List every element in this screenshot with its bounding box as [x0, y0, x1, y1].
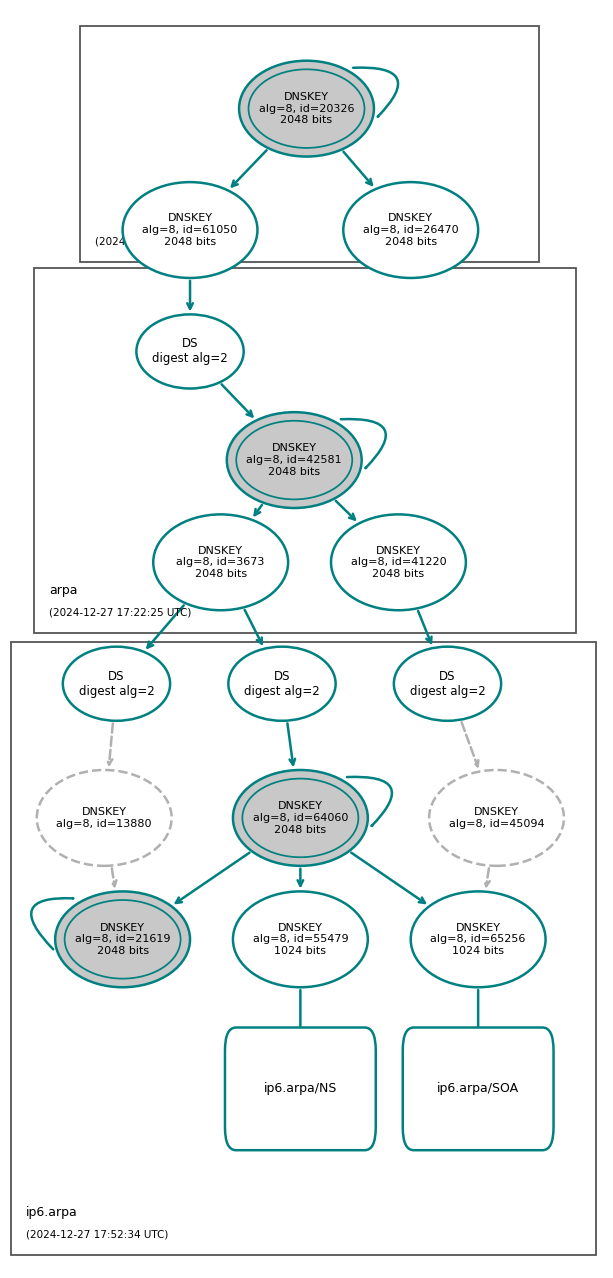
- Text: DNSKEY
alg=8, id=61050
2048 bits: DNSKEY alg=8, id=61050 2048 bits: [142, 213, 238, 247]
- Ellipse shape: [55, 892, 190, 988]
- Text: DNSKEY
alg=8, id=55479
1024 bits: DNSKEY alg=8, id=55479 1024 bits: [253, 923, 348, 956]
- Text: DNSKEY
alg=8, id=45094: DNSKEY alg=8, id=45094: [449, 808, 544, 828]
- Text: (2024-12-27 17:22:25 UTC): (2024-12-27 17:22:25 UTC): [49, 607, 191, 617]
- Ellipse shape: [123, 183, 257, 279]
- Ellipse shape: [228, 647, 336, 721]
- Ellipse shape: [343, 183, 478, 279]
- Text: (2024-12-27 16:10:41 UTC): (2024-12-27 16:10:41 UTC): [95, 236, 237, 247]
- Text: DNSKEY
alg=8, id=26470
2048 bits: DNSKEY alg=8, id=26470 2048 bits: [363, 213, 459, 247]
- Text: DS
digest alg=2: DS digest alg=2: [244, 670, 320, 698]
- Text: DNSKEY
alg=8, id=41220
2048 bits: DNSKEY alg=8, id=41220 2048 bits: [351, 546, 446, 579]
- Text: DNSKEY
alg=8, id=20326
2048 bits: DNSKEY alg=8, id=20326 2048 bits: [259, 92, 354, 125]
- Text: arpa: arpa: [49, 584, 77, 597]
- FancyArrowPatch shape: [341, 419, 386, 468]
- Text: DNSKEY
alg=8, id=65256
1024 bits: DNSKEY alg=8, id=65256 1024 bits: [430, 923, 526, 956]
- Ellipse shape: [239, 61, 374, 157]
- Ellipse shape: [429, 769, 564, 866]
- Ellipse shape: [394, 647, 501, 721]
- Text: DNSKEY
alg=8, id=13880: DNSKEY alg=8, id=13880: [56, 808, 152, 828]
- Ellipse shape: [233, 769, 368, 866]
- Text: DNSKEY
alg=8, id=21619
2048 bits: DNSKEY alg=8, id=21619 2048 bits: [75, 923, 170, 956]
- FancyArrowPatch shape: [31, 898, 73, 950]
- Text: ip6.arpa/NS: ip6.arpa/NS: [264, 1082, 337, 1095]
- Ellipse shape: [63, 647, 170, 721]
- Text: DS
digest alg=2: DS digest alg=2: [409, 670, 485, 698]
- Ellipse shape: [233, 892, 368, 988]
- Text: (2024-12-27 17:52:34 UTC): (2024-12-27 17:52:34 UTC): [26, 1229, 169, 1240]
- FancyArrowPatch shape: [353, 68, 398, 116]
- Text: DNSKEY
alg=8, id=3673
2048 bits: DNSKEY alg=8, id=3673 2048 bits: [177, 546, 265, 579]
- Ellipse shape: [136, 314, 243, 389]
- Ellipse shape: [331, 515, 466, 611]
- Text: DS
digest alg=2: DS digest alg=2: [78, 670, 154, 698]
- Ellipse shape: [153, 515, 288, 611]
- Ellipse shape: [37, 769, 172, 866]
- Ellipse shape: [411, 892, 546, 988]
- FancyArrowPatch shape: [347, 777, 392, 826]
- Text: DNSKEY
alg=8, id=64060
2048 bits: DNSKEY alg=8, id=64060 2048 bits: [253, 801, 348, 835]
- Ellipse shape: [227, 413, 362, 509]
- FancyBboxPatch shape: [225, 1028, 376, 1150]
- Text: ip6.arpa: ip6.arpa: [26, 1206, 78, 1219]
- Text: ip6.arpa/SOA: ip6.arpa/SOA: [437, 1082, 519, 1095]
- FancyBboxPatch shape: [403, 1028, 554, 1150]
- Text: DNSKEY
alg=8, id=42581
2048 bits: DNSKEY alg=8, id=42581 2048 bits: [246, 443, 342, 477]
- Text: DS
digest alg=2: DS digest alg=2: [152, 337, 228, 366]
